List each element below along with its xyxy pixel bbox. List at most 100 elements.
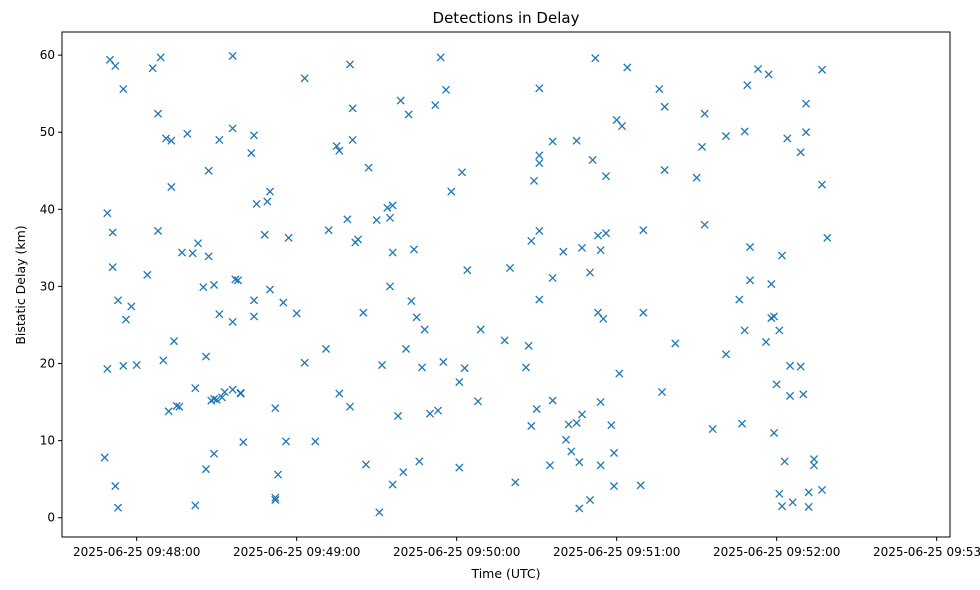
data-point	[348, 135, 357, 144]
data-point	[372, 216, 381, 225]
data-point	[388, 201, 397, 210]
data-point	[209, 394, 219, 404]
data-point	[585, 495, 595, 505]
data-point	[636, 481, 645, 490]
data-point	[700, 109, 709, 118]
data-point	[775, 489, 784, 498]
data-point	[577, 243, 587, 252]
x-tick-label: 2025-06-25 09:50:00	[393, 545, 520, 559]
data-point	[527, 421, 536, 431]
data-point	[639, 308, 648, 317]
data-point	[265, 187, 275, 196]
data-point	[247, 148, 256, 158]
x-tick-label: 2025-06-25 09:48:00	[73, 545, 200, 559]
data-point	[817, 180, 827, 189]
data-point	[193, 239, 203, 248]
data-point	[111, 482, 120, 491]
data-point	[769, 428, 779, 437]
data-point	[209, 449, 219, 458]
data-point	[239, 438, 248, 447]
data-point	[260, 230, 269, 239]
data-point	[788, 498, 797, 507]
data-point	[284, 233, 293, 242]
data-point	[311, 437, 320, 446]
data-point	[127, 302, 136, 311]
data-point	[409, 245, 419, 254]
x-axis-label: Time (UTC)	[470, 566, 540, 581]
data-point	[660, 102, 669, 111]
data-point	[324, 226, 333, 235]
data-point	[593, 231, 603, 240]
data-point	[524, 341, 533, 350]
data-point	[343, 215, 352, 224]
data-point	[596, 398, 605, 407]
y-tick-label: 40	[40, 202, 55, 216]
data-point	[388, 248, 397, 257]
data-point	[796, 148, 805, 157]
data-point	[473, 397, 483, 406]
data-point	[823, 233, 832, 242]
data-point	[607, 421, 616, 430]
data-point	[809, 455, 819, 464]
data-point	[585, 268, 595, 277]
data-point	[783, 134, 792, 143]
data-point	[300, 74, 309, 83]
data-point	[708, 425, 717, 434]
data-point	[353, 235, 363, 244]
data-point	[281, 437, 291, 446]
data-point	[548, 137, 557, 146]
data-point	[385, 213, 395, 222]
data-point	[692, 173, 701, 182]
data-point	[527, 236, 536, 245]
data-point	[535, 295, 544, 304]
data-point	[415, 457, 424, 466]
data-point	[153, 226, 163, 235]
data-point	[817, 65, 827, 74]
data-point	[164, 407, 173, 416]
data-point	[417, 363, 427, 372]
data-point	[572, 418, 581, 427]
data-point	[228, 124, 237, 133]
data-point	[769, 312, 779, 321]
data-point	[457, 168, 467, 177]
data-point	[745, 243, 755, 252]
data-point	[265, 285, 275, 294]
data-point	[439, 357, 448, 367]
data-point	[271, 495, 280, 505]
x-tick-label: 2025-06-25 09:53:00	[873, 545, 980, 559]
data-point	[108, 263, 117, 272]
data-point	[615, 369, 624, 378]
data-point	[735, 295, 744, 304]
data-point	[761, 337, 771, 346]
y-axis-label: Bistatic Delay (km)	[13, 225, 28, 344]
chart-title: Detections in Delay	[433, 9, 580, 27]
data-point	[740, 127, 749, 136]
data-point	[601, 172, 611, 181]
data-point	[375, 508, 384, 517]
data-point	[745, 276, 755, 285]
data-point	[801, 99, 811, 108]
data-point	[660, 165, 669, 175]
data-point	[548, 396, 557, 405]
data-point	[655, 84, 664, 94]
data-point	[425, 409, 435, 418]
data-point	[220, 387, 229, 397]
data-point	[271, 404, 280, 413]
data-point	[671, 339, 680, 348]
data-point	[388, 480, 397, 489]
data-point	[697, 142, 707, 151]
data-point	[385, 282, 395, 291]
data-point	[561, 435, 571, 444]
data-point	[215, 310, 224, 319]
data-point	[108, 228, 117, 237]
data-point	[148, 64, 157, 73]
data-point	[767, 280, 776, 289]
data-point	[249, 312, 259, 321]
data-point	[119, 84, 128, 94]
data-point	[199, 283, 208, 292]
plot-frame	[61, 31, 951, 538]
data-point	[609, 482, 619, 491]
data-point	[212, 395, 221, 404]
data-point	[201, 465, 211, 474]
